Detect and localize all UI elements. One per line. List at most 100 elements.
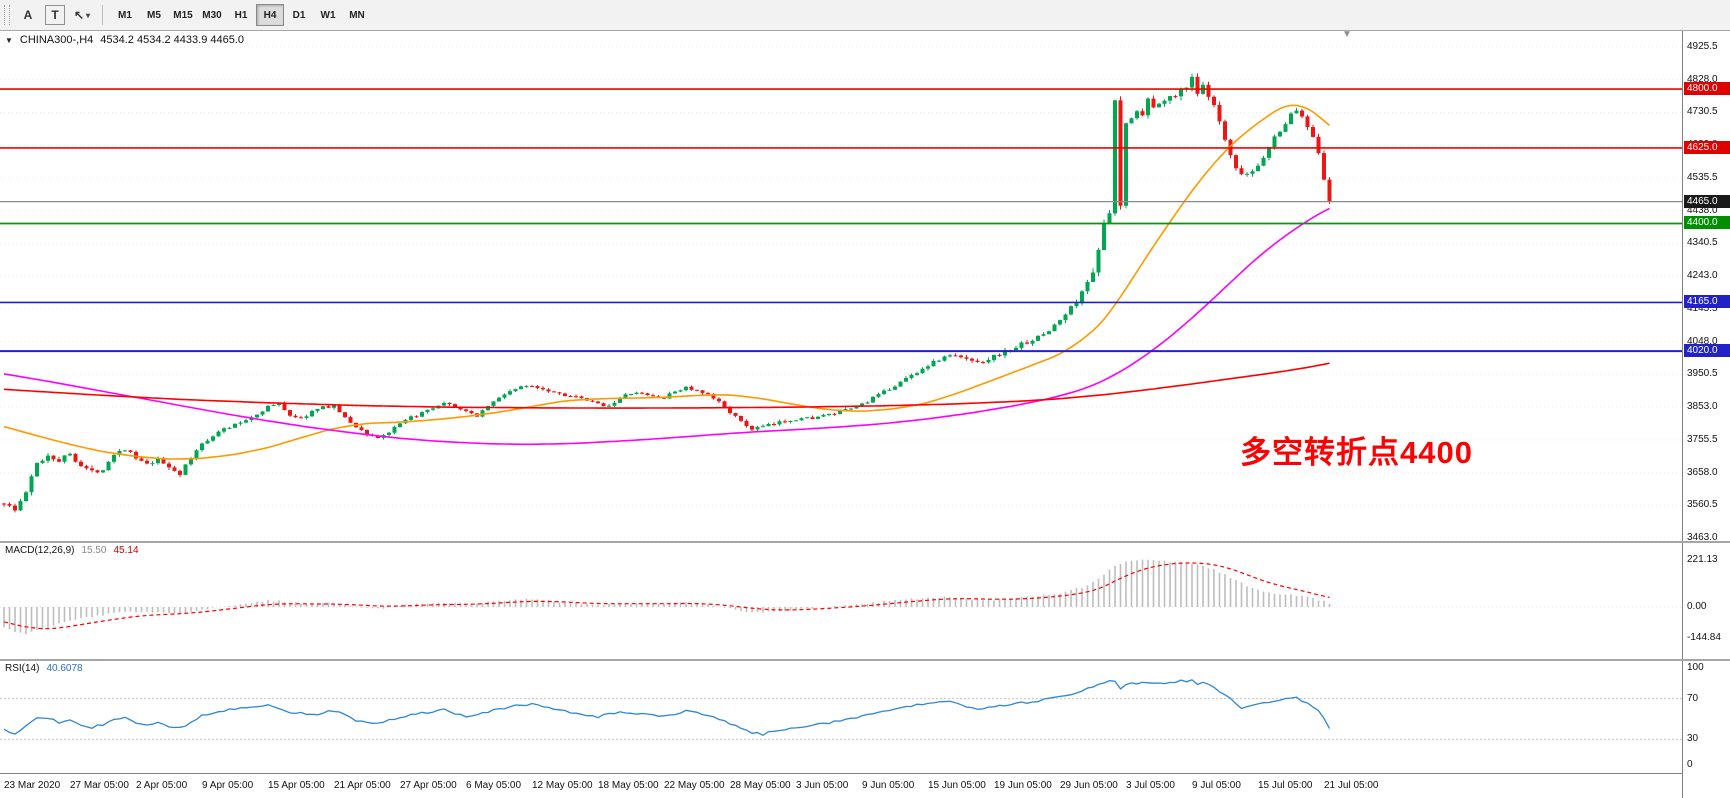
- time-label: 3 Jun 05:00: [796, 780, 849, 791]
- price-tick-label: 3658.0: [1687, 466, 1718, 478]
- time-label: 22 May 05:00: [664, 780, 725, 791]
- rsi-tick-label: 100: [1687, 662, 1704, 673]
- rsi-value: 40.6078: [46, 663, 83, 674]
- macd-tick-label: 221.13: [1687, 553, 1718, 565]
- price-tick-label: 4340.5: [1687, 237, 1718, 249]
- macd-label: MACD(12,26,9) 15.50 45.14: [5, 545, 139, 556]
- toolbar: A T ↖ ▾ M1 M5 M15 M30 H1 H4 D1 W1 MN: [0, 0, 1730, 31]
- timeframe-button-m1[interactable]: M1: [111, 4, 139, 26]
- price-tick-label: 3463.0: [1687, 532, 1718, 544]
- time-label: 21 Apr 05:00: [334, 780, 391, 791]
- arrow-objects-tool-button[interactable]: ↖ ▾: [70, 3, 94, 27]
- rsi-tick-label: 30: [1687, 733, 1699, 745]
- macd-tick-label: 0.00: [1687, 601, 1707, 612]
- rsi-label: RSI(14) 40.6078: [5, 663, 83, 674]
- price-scale-rsi: 100 70 30 0: [1683, 661, 1730, 773]
- time-label: 15 Jul 05:00: [1258, 780, 1313, 791]
- candles-layer: [2, 73, 1332, 513]
- price-scale[interactable]: 4925.54828.04730.54633.04535.54438.04340…: [1682, 31, 1730, 798]
- time-label: 18 May 05:00: [598, 780, 659, 791]
- time-label: 9 Apr 05:00: [202, 780, 254, 791]
- time-label: 9 Jun 05:00: [862, 780, 915, 791]
- rsi-line: [3, 679, 1331, 737]
- time-label: 19 Jun 05:00: [994, 780, 1052, 791]
- price-tick-label: 4925.5: [1687, 41, 1718, 52]
- time-label: 27 Apr 05:00: [400, 780, 457, 791]
- toolbar-separator: [102, 5, 103, 25]
- price-tick-label: 3755.5: [1687, 433, 1718, 445]
- timeframe-button-m30[interactable]: M30: [198, 4, 226, 26]
- toolbar-grip[interactable]: [4, 5, 10, 25]
- time-label: 9 Jul 05:00: [1192, 780, 1241, 791]
- level-badge-4400.0: 4400.0: [1684, 216, 1730, 230]
- timeframe-button-m5[interactable]: M5: [140, 4, 168, 26]
- macd-signal-value: 45.14: [113, 545, 139, 556]
- timeframe-button-d1[interactable]: D1: [285, 4, 313, 26]
- macd-panel: MACD(12,26,9) 15.50 45.14: [0, 543, 1682, 659]
- level-badge-4020.0: 4020.0: [1684, 344, 1730, 358]
- time-label: 15 Jun 05:00: [928, 780, 986, 791]
- price-tick-label: 4243.0: [1687, 270, 1718, 282]
- macd-signal-line: [3, 562, 1330, 630]
- rsi-tick-label: 70: [1687, 692, 1699, 704]
- level-badge-4800.0: 4800.0: [1684, 82, 1730, 96]
- macd-canvas[interactable]: [0, 543, 1682, 659]
- main-gridlines: [0, 46, 1682, 539]
- chart-area: ▼ CHINA300-,H4 4534.2 4534.2 4433.9 4465…: [0, 31, 1730, 798]
- time-label: 28 May 05:00: [730, 780, 791, 791]
- time-label: 15 Apr 05:00: [268, 780, 325, 791]
- time-label: 23 Mar 2020: [4, 780, 61, 791]
- level-badge-4625.0: 4625.0: [1684, 140, 1730, 154]
- chart-annotation[interactable]: 多空转折点4400: [1240, 435, 1473, 470]
- macd-name: MACD(12,26,9): [5, 545, 75, 556]
- level-badge-4165.0: 4165.0: [1684, 295, 1730, 309]
- panel-splitter-1[interactable]: [0, 541, 1730, 543]
- price-scale-main: 4925.54828.04730.54633.04535.54438.04340…: [1683, 31, 1730, 544]
- arrow-tool-icon: ↖: [73, 8, 85, 22]
- timeframe-button-w1[interactable]: W1: [314, 4, 342, 26]
- price-scale-macd: 221.13 0.00 -144.84: [1683, 543, 1730, 659]
- chevron-down-icon: ▾: [86, 10, 91, 20]
- price-tick-label: 4535.5: [1687, 171, 1718, 183]
- ohlc-values: 4534.2 4534.2 4433.9 4465.0: [100, 34, 245, 46]
- time-label: 6 May 05:00: [466, 780, 522, 791]
- ma-line-fast: [3, 104, 1331, 460]
- panel-splitter-2[interactable]: [0, 659, 1730, 661]
- macd-tick-label: -144.84: [1687, 631, 1721, 643]
- rsi-name: RSI(14): [5, 663, 40, 674]
- cursor-tool-button[interactable]: A: [16, 3, 40, 27]
- symbol-ohlc-label: ▼ CHINA300-,H4 4534.2 4534.2 4433.9 4465…: [5, 34, 244, 46]
- timeframe-button-mn[interactable]: MN: [343, 4, 371, 26]
- rsi-canvas[interactable]: [0, 661, 1682, 773]
- chart-shift-marker-icon[interactable]: ▼: [1342, 31, 1352, 40]
- time-label: 21 Jul 05:00: [1324, 780, 1379, 791]
- rsi-panel: RSI(14) 40.6078: [0, 661, 1682, 773]
- price-tick-label: 4048.0: [1687, 335, 1718, 347]
- price-tick-label: 3853.0: [1687, 401, 1718, 413]
- time-label: 3 Jul 05:00: [1126, 780, 1175, 791]
- symbol-title: CHINA300-,H4: [19, 34, 94, 46]
- ma-line-mid: [3, 207, 1330, 446]
- price-tick-label: 4438.0: [1687, 204, 1718, 216]
- time-axis[interactable]: 23 Mar 2020 27 Mar 05:00 2 Apr 05:00 9 Apr …: [0, 773, 1682, 798]
- level-badge-4465.0: 4465.0: [1684, 194, 1730, 208]
- time-label: 29 Jun 05:00: [1060, 780, 1118, 791]
- chart-menu-icon[interactable]: ▼: [5, 35, 13, 45]
- timeframe-button-h1[interactable]: H1: [227, 4, 255, 26]
- price-tick-label: 4828.0: [1687, 73, 1718, 85]
- text-tool-button[interactable]: T: [45, 5, 65, 25]
- time-label: 2 Apr 05:00: [136, 780, 188, 791]
- price-chart-canvas[interactable]: [0, 31, 1682, 541]
- price-tick-label: 3560.5: [1687, 499, 1718, 511]
- macd-histogram: [3, 559, 1331, 635]
- timeframe-button-h4[interactable]: H4: [256, 4, 284, 26]
- price-tick-label: 4730.5: [1687, 106, 1718, 118]
- ma-line-slow: [3, 362, 1330, 409]
- time-label: 27 Mar 05:00: [70, 780, 129, 791]
- rsi-tick-label: 0: [1687, 759, 1693, 770]
- price-panel: ▼ CHINA300-,H4 4534.2 4534.2 4433.9 4465…: [0, 31, 1682, 541]
- timeframe-button-m15[interactable]: M15: [169, 4, 197, 26]
- time-label: 12 May 05:00: [532, 780, 593, 791]
- timeframe-button-group: M1 M5 M15 M30 H1 H4 D1 W1 MN: [111, 4, 371, 26]
